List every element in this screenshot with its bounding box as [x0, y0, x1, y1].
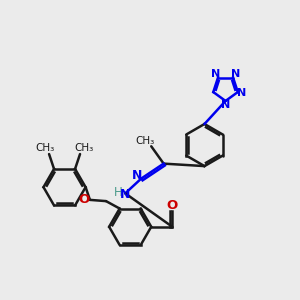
Text: N: N	[238, 88, 247, 98]
Text: N: N	[231, 69, 240, 79]
Text: N: N	[132, 169, 142, 182]
Text: CH₃: CH₃	[135, 136, 155, 146]
Text: CH₃: CH₃	[74, 143, 93, 153]
Text: H: H	[114, 186, 123, 199]
Text: N: N	[211, 69, 220, 79]
Text: N: N	[120, 188, 130, 201]
Text: O: O	[79, 194, 90, 206]
Text: O: O	[167, 199, 178, 212]
Text: CH₃: CH₃	[36, 143, 55, 153]
Text: N: N	[221, 100, 230, 110]
